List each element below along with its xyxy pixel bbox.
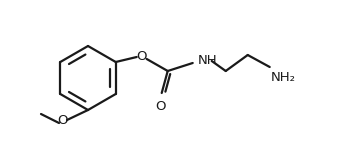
Text: NH: NH <box>198 54 217 66</box>
Text: O: O <box>58 114 68 128</box>
Text: NH₂: NH₂ <box>271 71 296 84</box>
Text: O: O <box>137 51 147 63</box>
Text: O: O <box>155 100 166 113</box>
